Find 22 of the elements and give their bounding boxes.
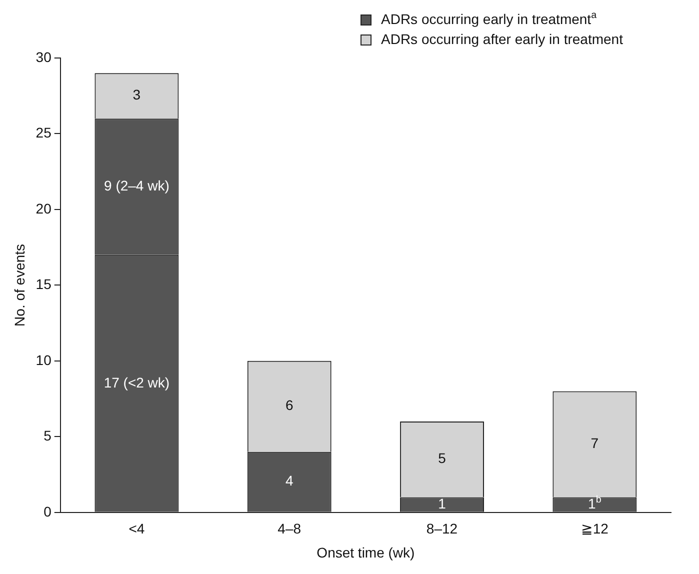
x-tick-label: ≧12 [580,520,609,537]
y-tick-label: 25 [36,124,52,141]
data-label: 6 [285,397,294,414]
y-tick-label: 10 [36,352,52,368]
data-label: 9 (2–4 wk) [104,178,170,194]
x-tick-label: <4 [128,520,145,537]
y-tick-label: 30 [36,48,52,65]
x-tick-label: 8–12 [426,520,458,537]
data-label: 1 [438,495,446,512]
y-tick-label: 0 [44,503,52,520]
data-label: 5 [438,450,446,466]
y-axis-title: No. of events [11,244,28,326]
data-label: 17 (<2 wk) [104,374,170,390]
data-label: 7 [590,435,599,452]
x-tick-label: 4–8 [278,520,302,537]
y-tick-label: 20 [36,200,52,216]
data-label: 3 [132,86,141,103]
y-tick-label: 5 [44,428,52,444]
legend-label: ADRs occurring after early in treatment [381,30,624,47]
y-tick-label: 15 [36,276,52,292]
x-axis-title: Onset time (wk) [316,544,415,560]
data-label: 4 [285,472,294,489]
